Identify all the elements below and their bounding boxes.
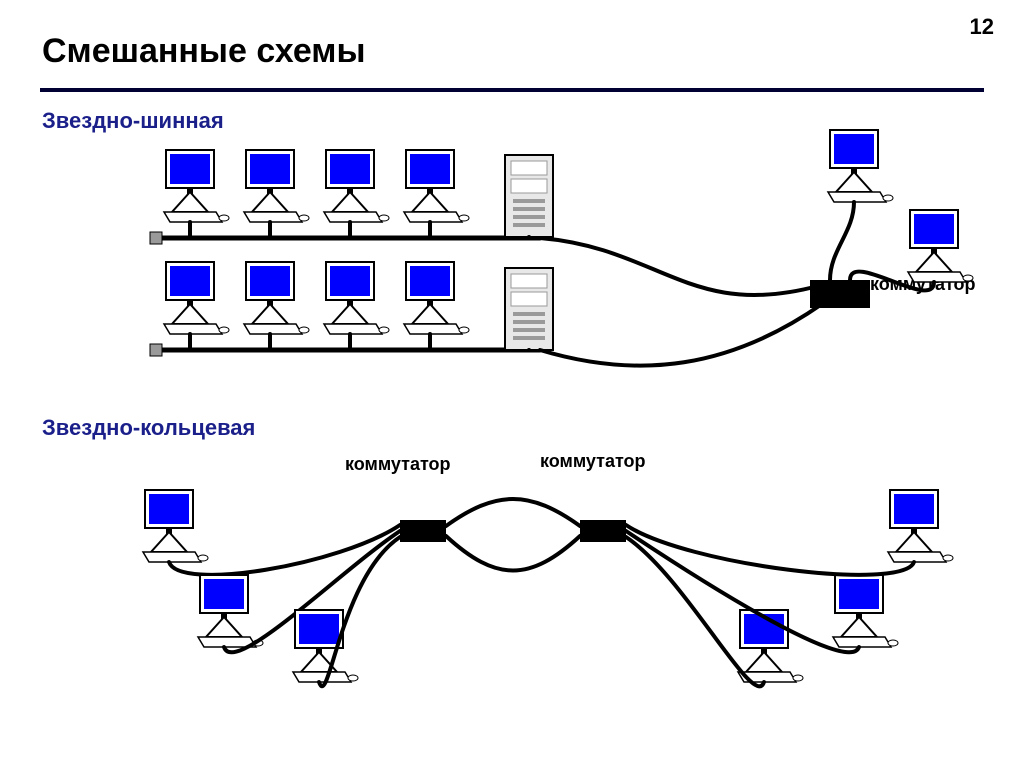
computer-icon: [908, 210, 973, 282]
computer-icon: [164, 262, 229, 334]
diagram-canvas: коммутаторкоммутаторкоммутатор: [0, 0, 1024, 767]
computer-icon: [198, 575, 263, 647]
computer-icon: [404, 150, 469, 222]
computer-icon: [324, 150, 389, 222]
computer-icon: [404, 262, 469, 334]
computer-icon: [828, 130, 893, 202]
slide: 12 Смешанные схемы Звездно-шинная Звездн…: [0, 0, 1024, 767]
svg-text:коммутатор: коммутатор: [540, 451, 646, 471]
server-icon: [505, 155, 553, 237]
computer-icon: [293, 610, 358, 682]
computer-icon: [324, 262, 389, 334]
computer-icon: [244, 262, 309, 334]
computer-icon: [164, 150, 229, 222]
computer-icon: [888, 490, 953, 562]
computer-icon: [143, 490, 208, 562]
computer-icon: [833, 575, 898, 647]
computer-icon: [244, 150, 309, 222]
server-icon: [505, 268, 553, 350]
svg-text:коммутатор: коммутатор: [345, 454, 451, 474]
